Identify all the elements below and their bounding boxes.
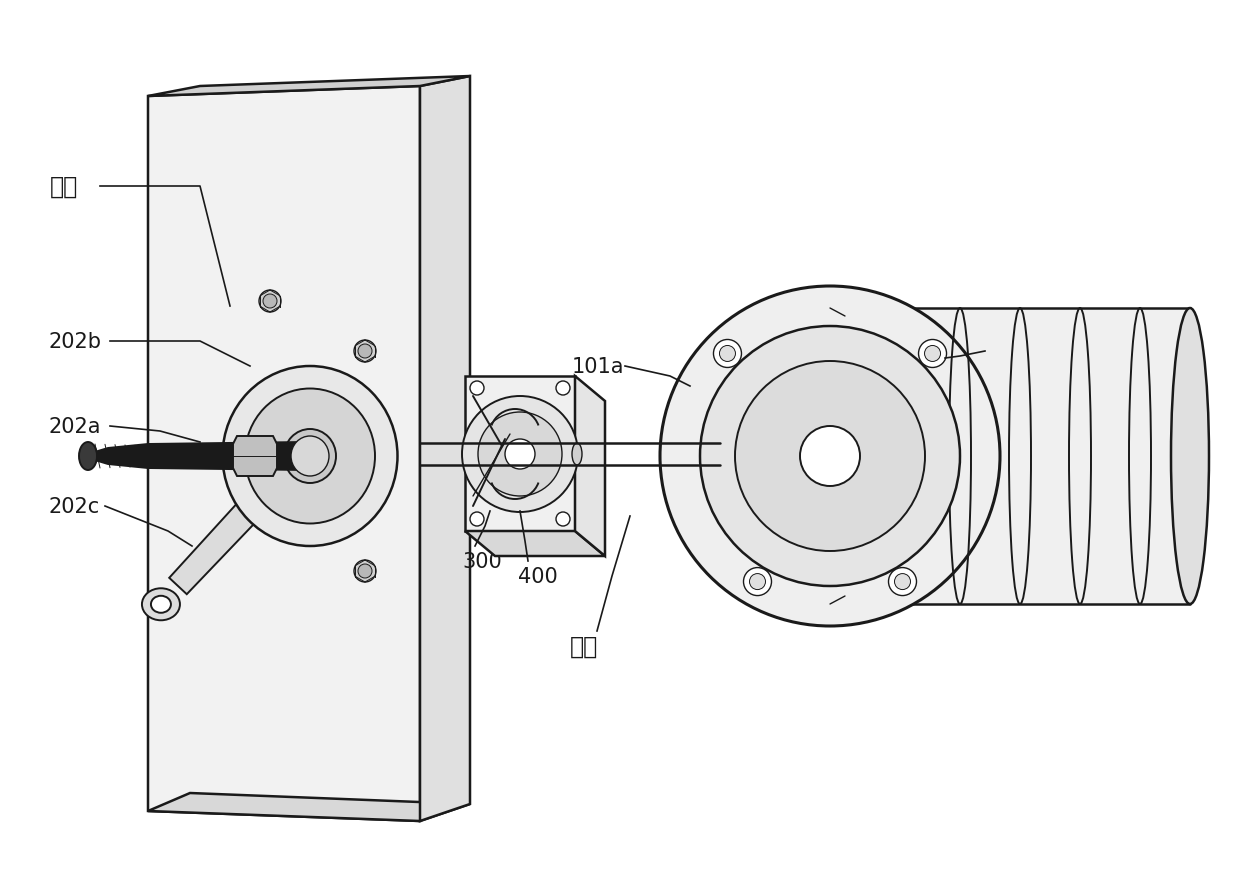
Polygon shape <box>88 442 305 470</box>
Ellipse shape <box>353 560 376 582</box>
Polygon shape <box>233 437 277 477</box>
Ellipse shape <box>735 361 925 551</box>
Polygon shape <box>169 457 300 595</box>
Ellipse shape <box>353 340 376 362</box>
Ellipse shape <box>358 564 372 579</box>
Text: 202b: 202b <box>48 331 100 352</box>
Ellipse shape <box>151 596 171 613</box>
Circle shape <box>556 512 570 526</box>
Circle shape <box>470 512 484 526</box>
Text: 面板: 面板 <box>50 175 78 198</box>
Ellipse shape <box>358 345 372 359</box>
Circle shape <box>713 340 742 368</box>
Ellipse shape <box>572 444 582 465</box>
Ellipse shape <box>290 436 330 478</box>
Ellipse shape <box>701 327 960 587</box>
Circle shape <box>925 346 940 362</box>
Circle shape <box>749 574 765 590</box>
Polygon shape <box>575 377 605 556</box>
Circle shape <box>463 397 578 512</box>
Circle shape <box>744 568 771 596</box>
Polygon shape <box>148 87 420 821</box>
Ellipse shape <box>263 295 277 308</box>
Polygon shape <box>465 377 575 532</box>
Ellipse shape <box>800 426 861 486</box>
Polygon shape <box>465 532 605 556</box>
Text: 400: 400 <box>518 566 558 587</box>
Circle shape <box>719 346 735 362</box>
Text: 300: 300 <box>463 551 502 571</box>
Circle shape <box>556 382 570 395</box>
Ellipse shape <box>660 287 999 626</box>
Ellipse shape <box>284 430 336 484</box>
Circle shape <box>477 413 562 496</box>
Circle shape <box>889 568 916 596</box>
Ellipse shape <box>79 442 97 470</box>
Circle shape <box>919 340 946 368</box>
Circle shape <box>470 382 484 395</box>
Text: 100: 100 <box>990 337 1029 356</box>
Text: 101a: 101a <box>572 356 625 377</box>
Text: 202c: 202c <box>48 496 99 517</box>
Ellipse shape <box>1171 308 1209 604</box>
Ellipse shape <box>246 389 374 524</box>
Text: 电线: 电线 <box>570 634 598 658</box>
Ellipse shape <box>222 367 398 547</box>
Polygon shape <box>420 77 470 821</box>
Ellipse shape <box>141 588 180 620</box>
Ellipse shape <box>291 437 329 477</box>
Polygon shape <box>830 308 1190 604</box>
Text: 202a: 202a <box>48 416 100 437</box>
Polygon shape <box>148 793 470 821</box>
Circle shape <box>505 439 534 470</box>
Polygon shape <box>148 77 470 97</box>
Ellipse shape <box>259 291 281 313</box>
Circle shape <box>894 574 910 590</box>
